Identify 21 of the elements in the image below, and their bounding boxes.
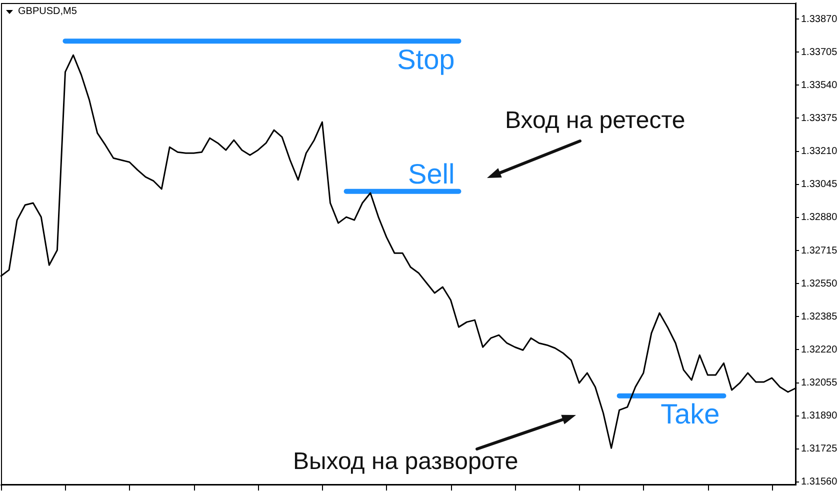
y-tick-label: 1.32055 (801, 378, 838, 389)
y-tick-label: 1.32715 (801, 245, 838, 256)
y-tick-label: 1.33045 (801, 179, 838, 190)
y-tick-label: 1.33705 (801, 46, 838, 58)
chart-title: GBPUSD,M5 (18, 6, 77, 18)
y-tick-label: 1.32880 (801, 212, 838, 224)
annotation: Вход на ретесте (505, 106, 686, 136)
y-tick-label: 1.31890 (801, 410, 838, 422)
y-tick-label: 1.32550 (801, 278, 838, 290)
y-tick-label: 1.33540 (801, 80, 838, 91)
y-tick-label: 1.32385 (801, 311, 838, 322)
series-label: Take (660, 398, 720, 430)
y-tick-label: 1.33210 (801, 146, 838, 158)
y-tick-label: 1.33870 (801, 14, 838, 25)
y-tick-label: 1.33375 (801, 112, 838, 124)
y-tick-label: 1.31725 (801, 444, 838, 455)
series-label: Sell (408, 158, 455, 190)
y-tick-label: 1.32220 (801, 344, 838, 356)
series-label: Stop (397, 44, 455, 75)
annotation: Выход на развороте (293, 447, 518, 477)
y-tick-label: 1.31560 (801, 476, 838, 488)
